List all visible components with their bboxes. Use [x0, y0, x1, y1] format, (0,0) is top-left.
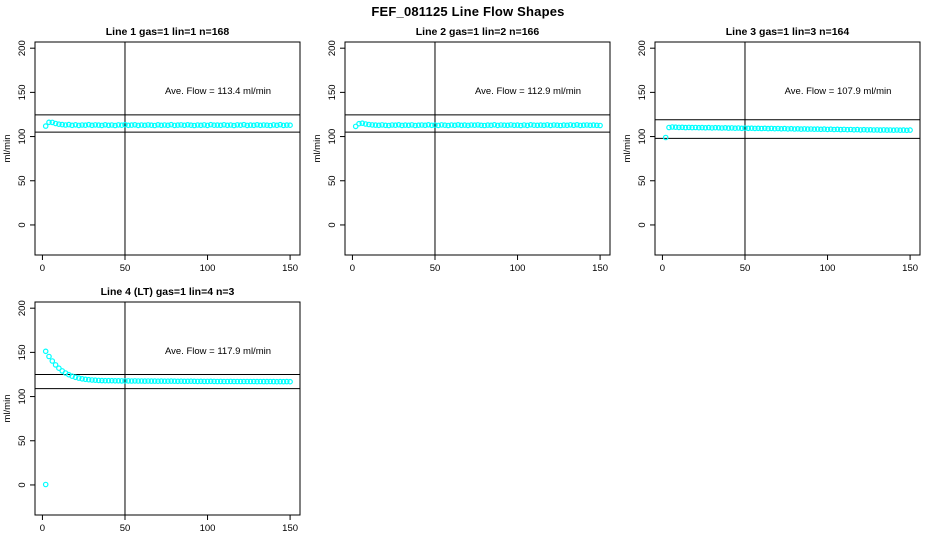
x-axis: 0 50 100 150	[350, 255, 608, 274]
data-points	[42, 119, 293, 129]
data-points	[42, 348, 293, 488]
y-tick-label: 150	[17, 84, 28, 100]
y-tick-label: 0	[327, 222, 338, 227]
x-tick-label: 100	[200, 523, 216, 534]
y-tick-label: 200	[327, 40, 338, 56]
y-tick-label: 0	[637, 222, 648, 227]
x-tick-label: 150	[282, 523, 298, 534]
y-tick-label: 100	[327, 129, 338, 145]
y-tick-label: 200	[17, 40, 28, 56]
plot-box	[344, 41, 611, 256]
x-tick-label: 0	[40, 263, 45, 274]
y-tick-label: 150	[327, 84, 338, 100]
x-tick-label: 100	[510, 263, 526, 274]
y-tick-label: 100	[17, 389, 28, 405]
x-axis: 0 50 100 150	[40, 515, 298, 534]
y-tick-label: 100	[637, 129, 648, 145]
ave-flow-annotation: Ave. Flow = 107.9 ml/min	[785, 86, 892, 97]
subplot-title: Line 1 gas=1 lin=1 n=168	[106, 26, 230, 38]
chart-canvas-4: Line 4 (LT) gas=1 lin=4 n=3 0 50 100 150 0 50 1…	[2, 286, 301, 534]
y-axis: 0 50 100 150 200	[17, 40, 35, 228]
plot-box	[34, 41, 301, 256]
x-tick-label: 0	[40, 523, 45, 534]
y-axis-title: ml/min	[622, 135, 633, 163]
data-points	[352, 120, 603, 130]
chart-canvas-3: Line 3 gas=1 lin=3 n=164 0 50 100 150 0 50 100 1…	[622, 26, 921, 274]
x-tick-label: 100	[820, 263, 836, 274]
ave-flow-annotation: Ave. Flow = 112.9 ml/min	[475, 86, 581, 97]
x-axis: 0 50 100 150	[660, 255, 918, 274]
x-tick-label: 0	[660, 263, 665, 274]
y-tick-label: 50	[17, 175, 28, 186]
y-tick-label: 50	[327, 175, 338, 186]
x-tick-label: 0	[350, 263, 355, 274]
x-tick-label: 50	[430, 263, 441, 274]
y-axis-title: ml/min	[312, 135, 323, 163]
y-tick-label: 200	[17, 300, 28, 316]
y-axis: 0 50 100 150 200	[637, 40, 655, 228]
subplot-line-3: Line 3 gas=1 lin=3 n=164 0 50 100 150 0 50 100 1…	[622, 22, 932, 284]
x-tick-label: 150	[902, 263, 918, 274]
subplot-line-4-lt: Line 4 (LT) gas=1 lin=4 n=3 0 50 100 150 0 50 1…	[2, 282, 312, 544]
y-tick-label: 150	[637, 84, 648, 100]
chart-canvas-1: Line 1 gas=1 lin=1 n=168 0 50 100 150 0 50 100 1…	[2, 26, 301, 274]
x-axis: 0 50 100 150	[40, 255, 298, 274]
x-tick-label: 50	[120, 523, 131, 534]
plot-box	[654, 41, 921, 256]
y-tick-label: 50	[17, 435, 28, 446]
y-tick-label: 150	[17, 344, 28, 360]
y-axis: 0 50 100 150 200	[327, 40, 345, 228]
y-tick-label: 100	[17, 129, 28, 145]
y-axis: 0 50 100 150 200	[17, 300, 35, 488]
x-tick-label: 150	[282, 263, 298, 274]
ave-flow-annotation: Ave. Flow = 113.4 ml/min	[165, 86, 271, 97]
y-axis-title: ml/min	[2, 395, 13, 423]
y-tick-label: 0	[17, 482, 28, 487]
y-tick-label: 50	[637, 175, 648, 186]
data-points	[662, 124, 913, 141]
y-tick-label: 0	[17, 222, 28, 227]
x-tick-label: 150	[592, 263, 608, 274]
subplot-line-1: Line 1 gas=1 lin=1 n=168 0 50 100 150 0 50 100 1…	[2, 22, 312, 284]
plot-box	[34, 301, 301, 516]
subplot-line-2: Line 2 gas=1 lin=2 n=166 0 50 100 150 0 50 100 1…	[312, 22, 622, 284]
subplot-title: Line 2 gas=1 lin=2 n=166	[416, 26, 540, 38]
ave-flow-annotation: Ave. Flow = 117.9 ml/min	[165, 346, 271, 357]
subplot-title: Line 3 gas=1 lin=3 n=164	[726, 26, 850, 38]
x-tick-label: 50	[740, 263, 751, 274]
chart-canvas-2: Line 2 gas=1 lin=2 n=166 0 50 100 150 0 50 100 1…	[312, 26, 611, 274]
x-tick-label: 50	[120, 263, 131, 274]
x-tick-label: 100	[200, 263, 216, 274]
y-axis-title: ml/min	[2, 135, 13, 163]
chart-main-title: FEF_081125 Line Flow Shapes	[371, 4, 565, 19]
y-tick-label: 200	[637, 40, 648, 56]
subplot-title: Line 4 (LT) gas=1 lin=4 n=3	[101, 286, 235, 298]
